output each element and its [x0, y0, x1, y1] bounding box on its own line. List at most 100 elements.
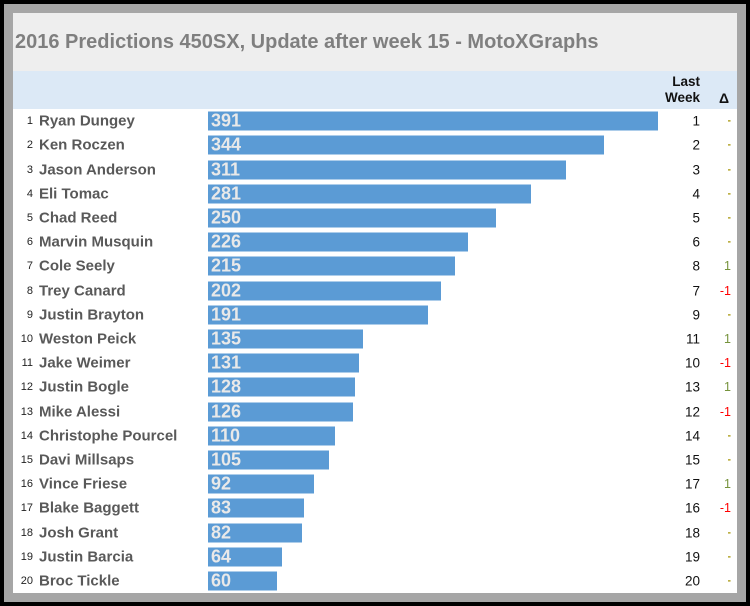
- table-row: 17 Blake Baggett 83 16 -1: [13, 496, 737, 520]
- delta-value: -: [727, 551, 731, 563]
- delta-value: 1: [724, 477, 731, 492]
- points-value-label: 128: [211, 376, 242, 397]
- last-week-value: 5: [692, 210, 700, 226]
- points-value-label: 60: [211, 570, 232, 591]
- rider-name-label: Chad Reed: [39, 209, 118, 227]
- points-value-label: 202: [211, 280, 242, 301]
- rank-label: 8: [26, 284, 33, 297]
- rank-label: 15: [20, 453, 33, 466]
- rank-label: 6: [26, 236, 33, 249]
- points-bar: 281: [208, 183, 532, 204]
- last-week-value: 7: [692, 283, 700, 299]
- last-week-value: 17: [684, 476, 700, 492]
- delta-value: 1: [724, 259, 731, 274]
- table-row: 13 Mike Alessi 126 12 -1: [13, 399, 737, 423]
- rank-label: 16: [20, 478, 33, 491]
- delta-value: -: [727, 430, 731, 442]
- points-value-label: 344: [211, 134, 242, 155]
- table-row: 20 Broc Tickle 60 20 -: [13, 569, 737, 593]
- delta-value: -1: [719, 501, 731, 516]
- table-row: 16 Vince Friese 92 17 1: [13, 472, 737, 496]
- rank-label: 13: [20, 405, 33, 418]
- points-value-label: 126: [211, 401, 242, 422]
- rider-name-label: Blake Baggett: [39, 499, 140, 517]
- rank-label: 4: [26, 187, 33, 200]
- rider-name-label: Ryan Dungey: [39, 112, 135, 130]
- last-week-value: 15: [684, 452, 700, 468]
- chart-content: 2016 Predictions 450SX, Update after wee…: [13, 13, 737, 593]
- rank-label: 12: [20, 381, 33, 394]
- last-week-value: 8: [692, 258, 700, 274]
- last-week-value: 18: [684, 525, 700, 541]
- rider-name-label: Jake Weimer: [39, 354, 131, 372]
- rider-name-label: Eli Tomac: [39, 185, 109, 203]
- points-bar: 126: [208, 401, 353, 422]
- last-week-value: 20: [684, 573, 700, 589]
- delta-value: -: [727, 454, 731, 466]
- last-week-value: 12: [684, 404, 700, 420]
- table-row: 2 Ken Roczen 344 2 -: [13, 133, 737, 157]
- last-week-header-line2: Week: [664, 90, 700, 105]
- rank-label: 2: [26, 139, 33, 152]
- rank-label: 11: [21, 357, 33, 370]
- rider-name-label: Weston Peick: [39, 330, 137, 348]
- rider-name-label: Justin Bogle: [39, 378, 130, 396]
- points-bar: 82: [208, 522, 303, 543]
- rank-label: 7: [26, 260, 33, 273]
- last-week-value: 2: [692, 137, 700, 153]
- rank-label: 5: [26, 211, 33, 224]
- column-header-band: Last Week Δ: [13, 71, 737, 109]
- delta-value: -: [727, 575, 731, 587]
- last-week-header-line1: Last: [672, 74, 700, 89]
- table-row: 1 Ryan Dungey 391 1 -: [13, 109, 737, 133]
- points-value-label: 92: [211, 473, 232, 494]
- points-bar: 250: [208, 208, 496, 228]
- table-row: 9 Justin Brayton 191 9 -: [13, 303, 737, 327]
- table-row: 5 Chad Reed 250 5 -: [13, 206, 737, 230]
- points-value-label: 226: [211, 231, 242, 252]
- table-row: 7 Cole Seely 215 8 1: [13, 254, 737, 278]
- points-value-label: 131: [211, 352, 242, 373]
- rank-label: 14: [20, 429, 33, 442]
- points-bar: 92: [208, 473, 314, 494]
- rider-name-label: Josh Grant: [39, 524, 119, 542]
- last-week-value: 1: [692, 113, 700, 129]
- rider-name-label: Davi Millsaps: [39, 451, 135, 469]
- points-bar: 202: [208, 280, 441, 301]
- points-value-label: 64: [211, 546, 232, 567]
- rank-label: 10: [20, 332, 33, 345]
- last-week-value: 6: [692, 234, 700, 250]
- points-bar: 60: [208, 570, 278, 591]
- title-bar: 2016 Predictions 450SX, Update after wee…: [13, 13, 737, 71]
- rider-name-label: Christophe Pourcel: [39, 427, 178, 445]
- delta-header: Δ: [718, 90, 729, 106]
- last-week-value: 14: [684, 428, 700, 444]
- points-value-label: 82: [211, 522, 232, 543]
- points-bar: 191: [208, 304, 428, 325]
- delta-value: -: [727, 115, 731, 127]
- table-row: 12 Justin Bogle 128 13 1: [13, 375, 737, 399]
- table-row: 4 Eli Tomac 281 4 -: [13, 182, 737, 206]
- last-week-value: 16: [684, 500, 700, 516]
- delta-value: 1: [724, 380, 731, 395]
- rank-label: 20: [20, 574, 33, 587]
- points-value-label: 311: [211, 159, 241, 179]
- rank-label: 18: [20, 526, 33, 539]
- points-bar: 105: [208, 450, 329, 470]
- points-value-label: 391: [211, 110, 242, 131]
- delta-value: -: [727, 188, 731, 200]
- points-bar: 83: [208, 497, 304, 518]
- points-bar: 344: [208, 134, 604, 155]
- table-row: 18 Josh Grant 82 18 -: [13, 520, 737, 544]
- points-value-label: 281: [211, 183, 242, 204]
- points-bar: 64: [208, 546, 282, 567]
- points-bar: 135: [208, 329, 364, 349]
- rider-name-label: Trey Canard: [39, 282, 126, 300]
- points-value-label: 83: [211, 497, 232, 518]
- last-week-value: 11: [685, 331, 700, 347]
- delta-value: -: [727, 212, 731, 224]
- table-row: 10 Weston Peick 135 11 1: [13, 327, 737, 351]
- last-week-value: 4: [692, 186, 700, 202]
- points-value-label: 191: [211, 304, 242, 325]
